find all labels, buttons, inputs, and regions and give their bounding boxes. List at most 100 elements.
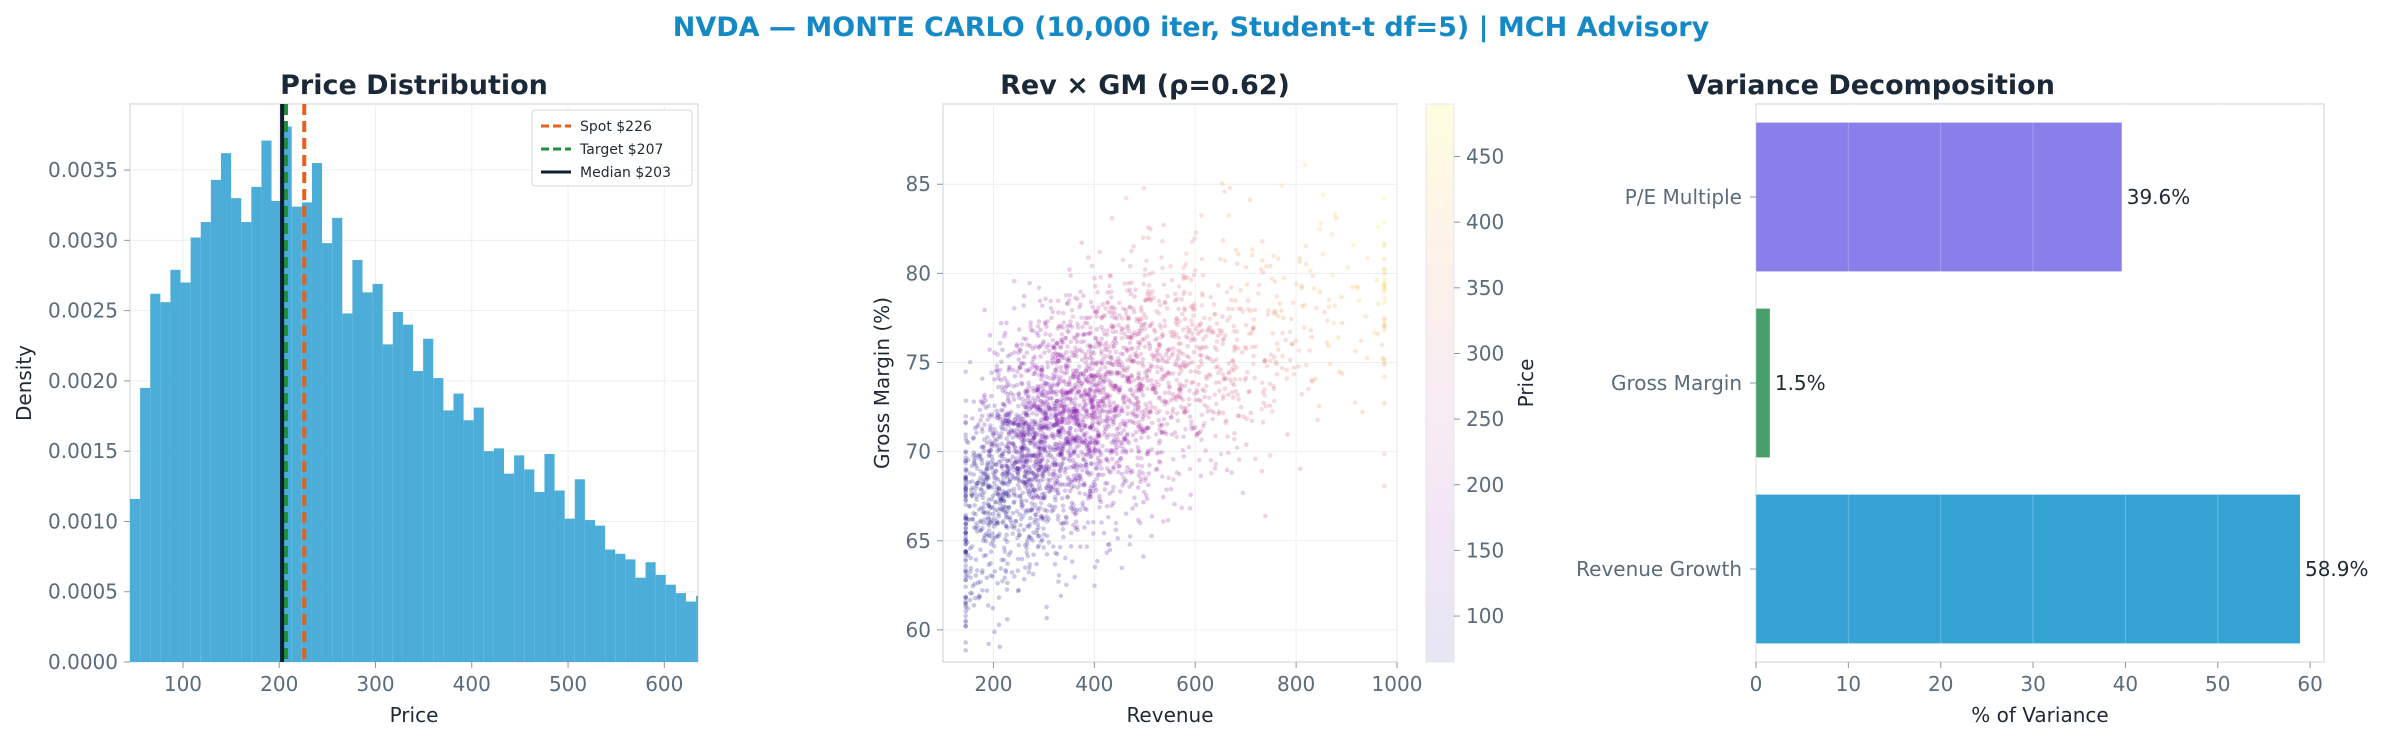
scatter-point bbox=[1032, 488, 1038, 494]
scatter-point bbox=[1047, 405, 1052, 411]
scatter-point bbox=[1106, 409, 1112, 415]
scatter-point bbox=[1034, 431, 1039, 436]
scatter-point bbox=[1110, 408, 1115, 413]
scatter-point bbox=[1058, 388, 1063, 394]
scatter-point bbox=[1012, 499, 1017, 504]
scatter-point bbox=[1130, 506, 1135, 511]
scatter-point bbox=[1089, 461, 1094, 466]
scatter-point bbox=[1122, 331, 1127, 337]
scatter-point bbox=[1123, 394, 1129, 399]
scatter-point bbox=[1154, 379, 1159, 385]
scatter-point bbox=[1068, 273, 1073, 278]
scatter-point bbox=[1105, 299, 1110, 305]
histogram-bar bbox=[594, 525, 606, 662]
scatter-point bbox=[1067, 396, 1073, 402]
scatter-point bbox=[1026, 437, 1031, 443]
scatter-point bbox=[1101, 313, 1106, 319]
scatter-point bbox=[1069, 307, 1075, 313]
scatter-point bbox=[1020, 396, 1025, 402]
variance-bar-labels: 39.6%1.5%58.9% bbox=[1775, 185, 2369, 581]
scatter-point bbox=[1084, 443, 1090, 448]
scatter-point bbox=[1187, 327, 1193, 333]
scatter-point bbox=[1067, 358, 1072, 364]
scatter-point bbox=[1056, 442, 1062, 448]
scatter-point bbox=[1100, 377, 1106, 382]
scatter-point bbox=[1002, 504, 1007, 510]
scatter-point bbox=[1138, 380, 1143, 386]
scatter-point bbox=[1121, 400, 1127, 406]
scatter-point bbox=[1101, 356, 1106, 362]
scatter-point bbox=[1112, 311, 1117, 316]
scatter-point bbox=[1129, 334, 1134, 340]
scatter-point bbox=[1082, 432, 1087, 438]
scatter-point bbox=[1129, 280, 1134, 285]
scatter-point bbox=[992, 516, 997, 521]
scatter-point bbox=[1054, 398, 1060, 404]
scatter-point bbox=[1140, 393, 1146, 398]
scatter-point bbox=[1096, 448, 1101, 454]
scatter-point bbox=[1274, 341, 1280, 346]
scatter-point bbox=[1049, 504, 1055, 509]
scatter-point bbox=[1064, 515, 1069, 521]
histogram-x-label: Price bbox=[390, 703, 439, 727]
scatter-point bbox=[1096, 375, 1102, 380]
scatter-point bbox=[994, 484, 999, 489]
histogram-y-tick-label: 0.0025 bbox=[48, 299, 118, 323]
scatter-point bbox=[1124, 450, 1129, 455]
scatter-point bbox=[1016, 403, 1021, 409]
scatter-point bbox=[1072, 409, 1077, 414]
scatter-point bbox=[974, 424, 980, 430]
scatter-point bbox=[1026, 428, 1032, 434]
scatter-point bbox=[1120, 449, 1125, 455]
scatter-point bbox=[963, 648, 968, 653]
scatter-point bbox=[1084, 409, 1089, 414]
scatter-point bbox=[1055, 452, 1061, 458]
scatter-y-label: Gross Margin (%) bbox=[870, 297, 894, 469]
scatter-point bbox=[1044, 468, 1050, 474]
scatter-point bbox=[1093, 360, 1099, 366]
scatter-point bbox=[1072, 382, 1078, 388]
scatter-point bbox=[1293, 338, 1299, 343]
scatter-point bbox=[984, 474, 989, 480]
scatter-point bbox=[1028, 327, 1034, 333]
scatter-point bbox=[1252, 456, 1258, 462]
scatter-point bbox=[1059, 448, 1065, 454]
scatter-point bbox=[1284, 376, 1290, 381]
scatter-point bbox=[1043, 435, 1049, 441]
scatter-point bbox=[1177, 394, 1183, 400]
scatter-point bbox=[1161, 416, 1167, 422]
scatter-point bbox=[1053, 350, 1058, 356]
scatter-point bbox=[1065, 323, 1070, 329]
scatter-point bbox=[1281, 275, 1287, 281]
scatter-point bbox=[1027, 406, 1033, 412]
scatter-point bbox=[1097, 472, 1102, 477]
scatter-point bbox=[969, 516, 975, 522]
scatter-point bbox=[983, 538, 989, 544]
scatter-point bbox=[1034, 412, 1040, 417]
scatter-point bbox=[1002, 490, 1008, 496]
scatter-point bbox=[1146, 340, 1152, 346]
scatter-point bbox=[1213, 401, 1219, 407]
scatter-point bbox=[1097, 344, 1102, 349]
scatter-point bbox=[1049, 421, 1054, 427]
scatter-point bbox=[1104, 394, 1110, 400]
scatter-point bbox=[1069, 324, 1075, 329]
variance-x-tick-label: 40 bbox=[2113, 672, 2138, 696]
scatter-point bbox=[1077, 305, 1082, 310]
scatter-point bbox=[1031, 530, 1036, 535]
scatter-point bbox=[1039, 391, 1045, 396]
scatter-point bbox=[1056, 491, 1061, 496]
scatter-point bbox=[1052, 367, 1058, 373]
scatter-point bbox=[1088, 491, 1093, 497]
scatter-point bbox=[1075, 421, 1080, 426]
scatter-point bbox=[1174, 434, 1179, 440]
scatter-point bbox=[1021, 527, 1027, 533]
scatter-point bbox=[1231, 362, 1237, 368]
scatter-point bbox=[1049, 358, 1055, 363]
scatter-point bbox=[990, 531, 995, 536]
scatter-point bbox=[1055, 490, 1060, 495]
scatter-point bbox=[1014, 433, 1020, 439]
scatter-point bbox=[1019, 556, 1025, 562]
scatter-point bbox=[1193, 268, 1198, 273]
scatter-point bbox=[1038, 440, 1044, 445]
